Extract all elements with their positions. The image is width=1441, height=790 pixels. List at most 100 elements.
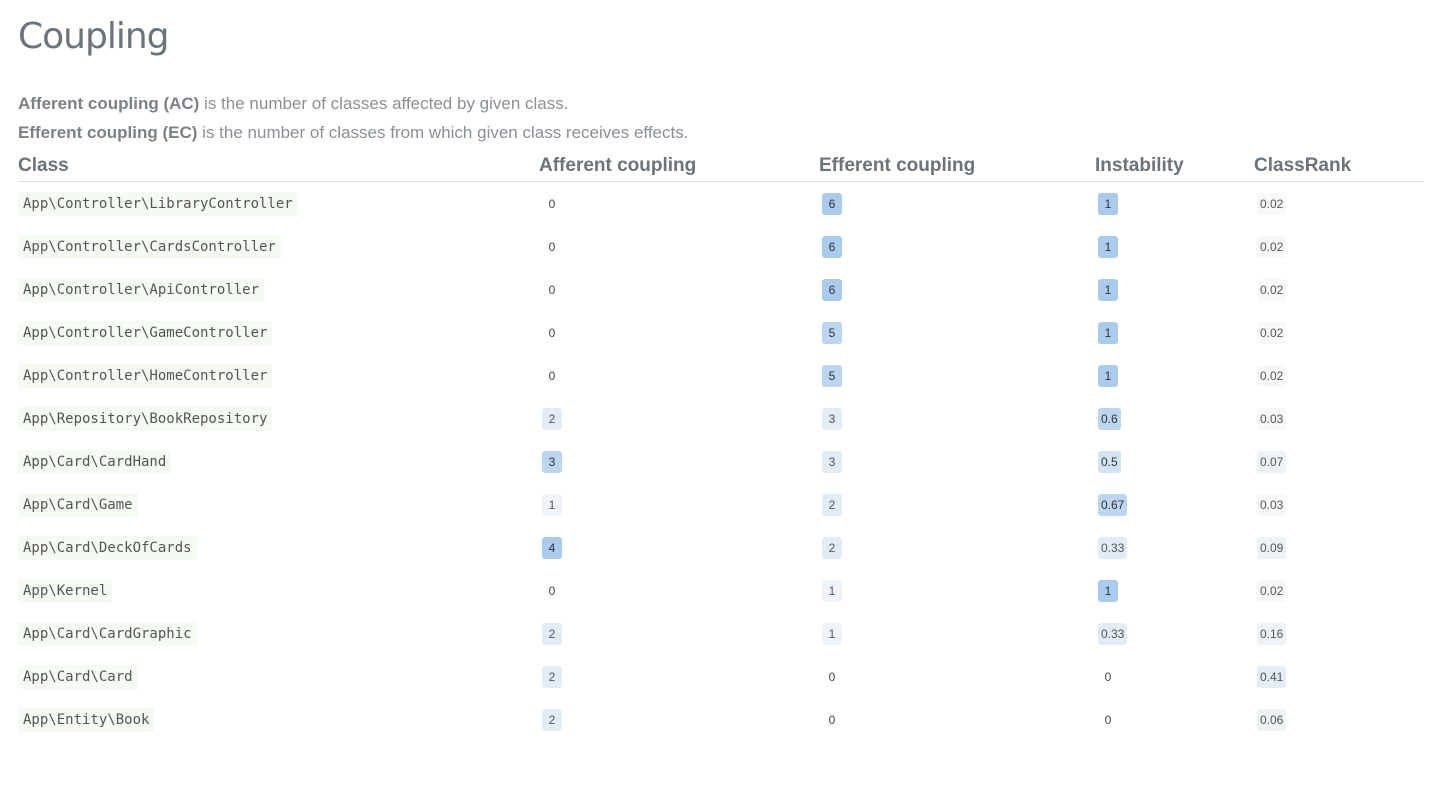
classrank-value: 0.02 [1257,278,1287,301]
class-name: App\Controller\GameController [18,320,273,345]
instability-value-cell: 0 [1095,655,1254,698]
classrank-value: 0.09 [1257,536,1287,559]
efferent-value-cell: 0 [819,655,1095,698]
efferent-description: Efferent coupling (EC) is the number of … [18,123,688,143]
class-name: App\Controller\LibraryController [18,191,298,216]
class-name-cell: App\Card\Game [18,483,539,526]
efferent-value-cell: 3 [819,440,1095,483]
class-name-cell: App\Card\CardHand [18,440,539,483]
instability-value-cell: 1 [1095,354,1254,397]
class-name-cell: App\Controller\HomeController [18,354,539,397]
class-name: App\Card\Game [18,492,138,517]
instability-value-cell: 0.6 [1095,397,1254,440]
classrank-value-cell: 0.41 [1254,655,1424,698]
table-row: App\Entity\Book 2 0 0 0.06 [18,698,1424,741]
afferent-value: 2 [542,407,562,430]
coupling-table: Class Afferent coupling Efferent couplin… [18,150,1424,741]
efferent-value-cell: 0 [819,698,1095,741]
table-row: App\Card\Game 1 2 0.67 0.03 [18,483,1424,526]
afferent-value: 2 [542,665,562,688]
table-header-row: Class Afferent coupling Efferent couplin… [18,150,1424,182]
column-header-efferent[interactable]: Efferent coupling [819,150,1095,182]
efferent-value-cell: 5 [819,354,1095,397]
afferent-value: 0 [548,196,556,211]
instability-value: 0.5 [1098,450,1121,473]
classrank-value-cell: 0.02 [1254,225,1424,268]
afferent-value: 2 [542,708,562,731]
efferent-value: 3 [822,450,842,473]
efferent-value: 5 [822,321,842,344]
afferent-value-cell: 2 [539,698,819,741]
classrank-value: 0.06 [1257,708,1287,731]
class-name: App\Card\Card [18,664,138,689]
instability-value: 1 [1098,579,1118,602]
efferent-value: 5 [822,364,842,387]
afferent-value: 2 [542,622,562,645]
class-name: App\Controller\HomeController [18,363,273,388]
class-name: App\Controller\ApiController [18,277,265,302]
class-name: App\Card\CardHand [18,449,172,474]
classrank-value: 0.02 [1257,321,1287,344]
column-header-instability[interactable]: Instability [1095,150,1254,182]
efferent-value-cell: 2 [819,483,1095,526]
afferent-value-cell: 0 [539,569,819,612]
efferent-value-cell: 3 [819,397,1095,440]
column-header-class[interactable]: Class [18,150,539,182]
classrank-value-cell: 0.03 [1254,483,1424,526]
classrank-value-cell: 0.09 [1254,526,1424,569]
efferent-value-cell: 6 [819,225,1095,268]
afferent-value-cell: 2 [539,612,819,655]
class-name: App\Entity\Book [18,707,155,732]
instability-value-cell: 0 [1095,698,1254,741]
instability-value: 0.6 [1098,407,1121,430]
instability-value: 0.33 [1098,622,1128,645]
instability-value: 1 [1098,321,1118,344]
efferent-text: is the number of classes from which give… [197,123,689,142]
table-row: App\Card\DeckOfCards 4 2 0.33 0.09 [18,526,1424,569]
afferent-value-cell: 0 [539,182,819,226]
instability-value-cell: 1 [1095,182,1254,226]
classrank-value: 0.02 [1257,235,1287,258]
efferent-value-cell: 2 [819,526,1095,569]
afferent-value: 0 [548,239,556,254]
instability-value: 1 [1098,235,1118,258]
afferent-value: 0 [548,325,556,340]
efferent-value-cell: 6 [819,182,1095,226]
classrank-value-cell: 0.02 [1254,354,1424,397]
afferent-value-cell: 2 [539,397,819,440]
efferent-value: 6 [822,278,842,301]
classrank-value-cell: 0.02 [1254,311,1424,354]
afferent-value-cell: 2 [539,655,819,698]
afferent-value: 0 [548,368,556,383]
column-header-afferent[interactable]: Afferent coupling [539,150,819,182]
efferent-value: 6 [822,235,842,258]
afferent-value-cell: 0 [539,354,819,397]
class-name-cell: App\Card\Card [18,655,539,698]
instability-value: 1 [1098,364,1118,387]
instability-value-cell: 1 [1095,225,1254,268]
afferent-value-cell: 4 [539,526,819,569]
class-name-cell: App\Kernel [18,569,539,612]
efferent-value: 1 [822,622,842,645]
class-name-cell: App\Controller\LibraryController [18,182,539,226]
classrank-value: 0.03 [1257,407,1287,430]
class-name-cell: App\Controller\ApiController [18,268,539,311]
class-name-cell: App\Controller\GameController [18,311,539,354]
class-name-cell: App\Controller\CardsController [18,225,539,268]
classrank-value-cell: 0.16 [1254,612,1424,655]
classrank-value: 0.41 [1257,665,1287,688]
column-header-classrank[interactable]: ClassRank [1254,150,1424,182]
afferent-value: 4 [542,536,562,559]
table-row: App\Card\CardGraphic 2 1 0.33 0.16 [18,612,1424,655]
efferent-value: 2 [822,536,842,559]
table-row: App\Kernel 0 1 1 0.02 [18,569,1424,612]
table-row: App\Card\CardHand 3 3 0.5 0.07 [18,440,1424,483]
instability-value: 1 [1098,278,1118,301]
efferent-value-cell: 6 [819,268,1095,311]
instability-value-cell: 0.33 [1095,526,1254,569]
efferent-value: 0 [828,712,836,727]
efferent-value: 6 [822,192,842,215]
classrank-value-cell: 0.03 [1254,397,1424,440]
page-title: Coupling [18,16,170,57]
